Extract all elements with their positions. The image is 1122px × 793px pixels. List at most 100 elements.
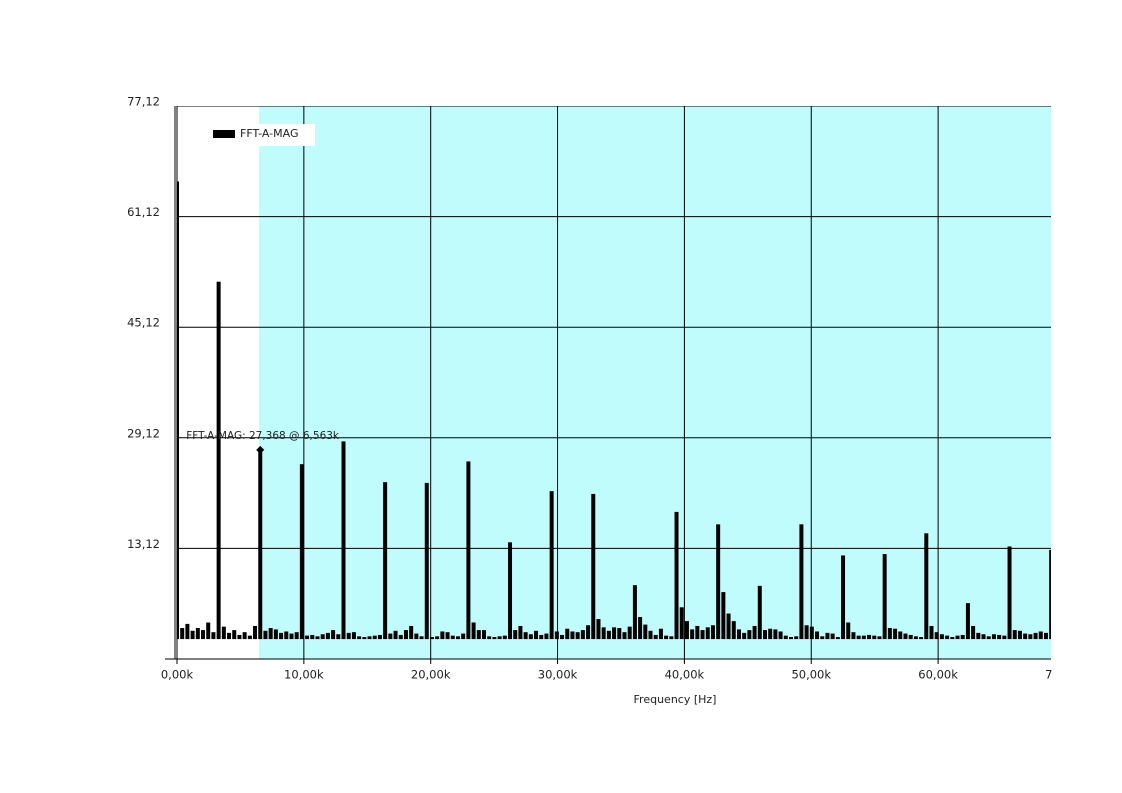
bar bbox=[440, 631, 445, 640]
bar bbox=[195, 628, 200, 640]
y-tick-label: 45,12 bbox=[127, 316, 160, 330]
bar bbox=[606, 630, 611, 640]
bar bbox=[955, 635, 960, 640]
bar bbox=[357, 636, 362, 640]
bar bbox=[341, 441, 346, 640]
bar bbox=[841, 555, 846, 640]
bar bbox=[305, 635, 310, 640]
bar bbox=[898, 631, 903, 640]
bar bbox=[596, 619, 601, 640]
bar bbox=[742, 632, 747, 640]
bar bbox=[653, 634, 658, 640]
bar bbox=[695, 625, 700, 640]
bar bbox=[560, 634, 565, 640]
bar bbox=[778, 631, 783, 640]
bar bbox=[242, 632, 247, 640]
bar bbox=[674, 511, 679, 640]
bar bbox=[913, 636, 918, 640]
bar bbox=[445, 632, 450, 640]
shaded-range bbox=[259, 106, 1051, 659]
bar bbox=[346, 632, 351, 640]
bar bbox=[924, 533, 929, 640]
bar bbox=[783, 635, 788, 640]
x-tick-label: 30,00k bbox=[538, 668, 578, 682]
bar bbox=[206, 622, 211, 640]
bar bbox=[580, 630, 585, 640]
bar bbox=[450, 635, 455, 640]
bar bbox=[534, 630, 539, 640]
bar bbox=[1049, 549, 1051, 640]
y-tick-label: 29,12 bbox=[127, 426, 160, 440]
bar bbox=[528, 634, 533, 640]
bar bbox=[908, 634, 913, 640]
bar bbox=[622, 632, 627, 640]
bar bbox=[518, 625, 523, 640]
bar bbox=[893, 628, 898, 640]
bar bbox=[684, 621, 689, 640]
bar bbox=[856, 635, 861, 640]
bar bbox=[643, 624, 648, 640]
bar bbox=[638, 616, 643, 640]
bar bbox=[1028, 634, 1033, 640]
bar bbox=[403, 630, 408, 640]
bar bbox=[1023, 633, 1028, 640]
bar bbox=[799, 524, 804, 640]
bar bbox=[461, 633, 466, 640]
bar bbox=[211, 632, 216, 640]
bar bbox=[1043, 632, 1048, 640]
bar bbox=[190, 630, 195, 640]
legend: FFT-A-MAG bbox=[205, 124, 315, 146]
bar bbox=[965, 603, 970, 640]
bar bbox=[570, 631, 575, 640]
bar bbox=[508, 542, 513, 640]
bar bbox=[268, 628, 273, 640]
bar bbox=[872, 635, 877, 640]
bar bbox=[726, 613, 731, 640]
bar bbox=[794, 636, 799, 640]
bar bbox=[762, 630, 767, 640]
bar bbox=[934, 632, 939, 640]
bar bbox=[549, 491, 554, 640]
legend-box bbox=[205, 124, 315, 146]
bar bbox=[429, 637, 434, 640]
bar bbox=[835, 637, 840, 640]
bar bbox=[721, 592, 726, 640]
bar bbox=[279, 632, 284, 640]
bar bbox=[289, 633, 294, 640]
bar bbox=[752, 625, 757, 640]
bar bbox=[575, 632, 580, 640]
bar bbox=[497, 636, 502, 640]
bar bbox=[617, 628, 622, 640]
bar bbox=[846, 622, 851, 640]
bar bbox=[768, 628, 773, 640]
bar bbox=[372, 635, 377, 640]
bar bbox=[700, 630, 705, 640]
legend-swatch bbox=[213, 130, 235, 138]
bar bbox=[325, 632, 330, 640]
bar bbox=[736, 629, 741, 640]
bar bbox=[867, 634, 872, 640]
bar bbox=[419, 636, 424, 640]
bar bbox=[971, 625, 976, 640]
bar bbox=[377, 634, 382, 640]
bar bbox=[273, 629, 278, 640]
bar bbox=[284, 631, 289, 640]
bar bbox=[1017, 630, 1022, 640]
bar bbox=[690, 629, 695, 640]
bar bbox=[554, 631, 559, 640]
bar bbox=[591, 493, 596, 640]
y-tick-label: 13,12 bbox=[127, 537, 160, 551]
bar bbox=[299, 464, 304, 640]
bar bbox=[471, 622, 476, 640]
bar bbox=[664, 635, 669, 640]
legend-label: FFT-A-MAG bbox=[240, 127, 299, 140]
bar bbox=[351, 632, 356, 640]
bar bbox=[882, 554, 887, 640]
bar bbox=[648, 630, 653, 640]
bar bbox=[383, 482, 388, 640]
bar bbox=[393, 630, 398, 640]
bar bbox=[310, 634, 315, 640]
bar bbox=[877, 636, 882, 640]
bar bbox=[705, 627, 710, 640]
bar bbox=[466, 461, 471, 640]
